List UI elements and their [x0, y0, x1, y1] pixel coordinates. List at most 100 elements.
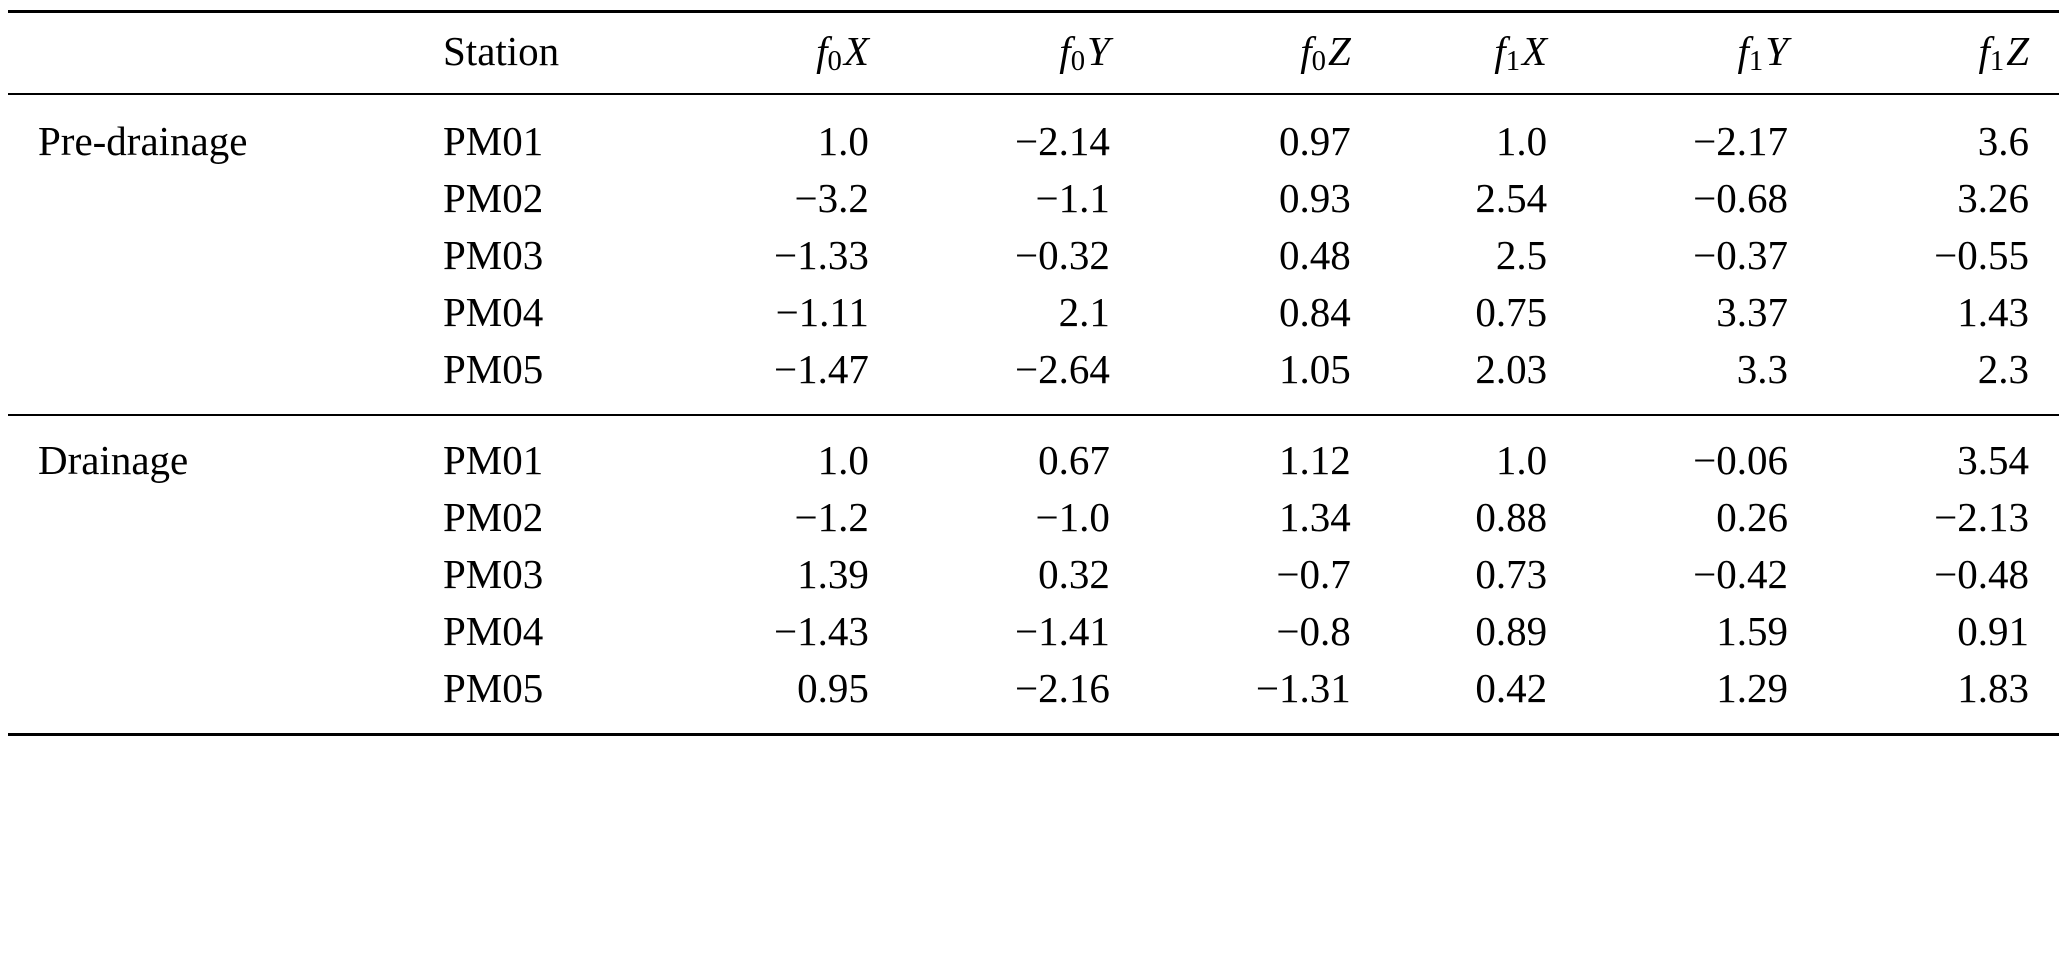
- value-cell: 0.89: [1475, 608, 1548, 654]
- value-cell: 0.95: [658, 660, 899, 736]
- value-cell: 3.3: [1736, 346, 1788, 392]
- f-subscript: 1: [1505, 45, 1521, 78]
- value-cell: −2.13: [1934, 494, 2029, 540]
- table-header: Station f0X f0Y f0Z f1X f1Y f1Z: [8, 10, 2059, 95]
- value-cell: 1.0: [658, 414, 899, 489]
- value-cell: 0.73: [1475, 551, 1548, 597]
- value-cell: −2.17: [1693, 118, 1788, 164]
- value-cell: 2.03: [1475, 346, 1548, 392]
- value-cell: 0.75: [1475, 289, 1548, 335]
- value-cell: 1.59: [1716, 608, 1788, 654]
- value-cell: 1.05: [1279, 346, 1351, 392]
- station-cell: PM04: [443, 608, 544, 654]
- value-cell: 0.91: [1957, 608, 2029, 654]
- f-symbol: f: [1978, 28, 1990, 74]
- value-cell: −1.0: [1035, 494, 1110, 540]
- table-row: PM02 −3.2 −1.1 0.93 2.54 −0.68 3.26: [8, 170, 2059, 227]
- value-cell: 0.26: [1716, 494, 1788, 540]
- f-symbol: f: [1059, 28, 1071, 74]
- axis-symbol: X: [1522, 28, 1548, 74]
- value-cell: −0.32: [1014, 232, 1110, 278]
- col-header-f0x: f0X: [658, 10, 899, 95]
- col-header-station: Station: [443, 10, 658, 95]
- value-cell: −1.11: [775, 289, 869, 335]
- station-cell: PM05: [443, 660, 658, 736]
- value-cell: 1.0: [1380, 414, 1578, 489]
- value-cell: 0.48: [1279, 232, 1351, 278]
- value-cell: 2.5: [1495, 232, 1548, 278]
- col-header-f1x: f1X: [1380, 10, 1578, 95]
- value-cell: 0.42: [1380, 660, 1578, 736]
- value-cell: 1.0: [817, 118, 869, 164]
- value-cell: 1.29: [1577, 660, 1818, 736]
- station-cell: PM03: [443, 551, 544, 597]
- f-subscript: 1: [1748, 45, 1764, 78]
- station-cell: PM03: [443, 232, 544, 278]
- value-cell: −3.2: [794, 175, 869, 221]
- station-cell: PM05: [443, 346, 544, 392]
- group-label: Drainage: [8, 414, 443, 736]
- f-subscript: 1: [1989, 45, 2005, 78]
- value-cell: −2.16: [898, 660, 1140, 736]
- table-row: PM05 −1.47 −2.64 1.05 2.03 3.3 2.3: [8, 341, 2059, 415]
- axis-symbol: Z: [2006, 28, 2029, 74]
- value-cell: −2.14: [1014, 118, 1110, 164]
- axis-symbol: Y: [1087, 28, 1110, 74]
- col-header-f1y: f1Y: [1577, 10, 1818, 95]
- value-cell: −0.55: [1934, 232, 2029, 278]
- f-subscript: 0: [827, 45, 842, 78]
- results-table: Station f0X f0Y f0Z f1X f1Y f1Z Pre-drai…: [8, 10, 2059, 736]
- value-cell: 1.0: [1495, 118, 1548, 164]
- value-cell: −1.1: [1035, 175, 1110, 221]
- value-cell: 1.34: [1279, 494, 1351, 540]
- value-cell: −0.7: [1276, 551, 1351, 597]
- value-cell: 3.6: [1977, 118, 2029, 164]
- group-pre-drainage: Pre-drainage PM01 1.0 −2.14 0.97 1.0 −2.…: [8, 94, 2059, 415]
- value-cell: −1.2: [794, 494, 869, 540]
- f-symbol: f: [1494, 28, 1506, 74]
- value-cell: −1.31: [1139, 660, 1381, 736]
- value-cell: −2.64: [1014, 346, 1110, 392]
- value-cell: −0.68: [1693, 175, 1788, 221]
- value-cell: 0.88: [1475, 494, 1548, 540]
- value-cell: 3.26: [1957, 175, 2029, 221]
- table-row: Drainage PM01 1.0 0.67 1.12 1.0 −0.06 3.…: [8, 414, 2059, 736]
- table-row: PM04 −1.43 −1.41 −0.8 0.89 1.59 0.91: [8, 603, 2059, 660]
- f-symbol: f: [1300, 28, 1312, 74]
- axis-symbol: Z: [1327, 28, 1351, 74]
- table-row: Pre-drainage PM01 1.0 −2.14 0.97 1.0 −2.…: [8, 94, 2059, 170]
- value-cell: 0.84: [1279, 289, 1351, 335]
- station-cell: PM02: [443, 175, 544, 221]
- f-symbol: f: [1737, 28, 1749, 74]
- f-subscript: 0: [1311, 45, 1326, 78]
- value-cell: −1.41: [1014, 608, 1110, 654]
- value-cell: 1.43: [1957, 289, 2029, 335]
- header-spacer: [8, 10, 443, 95]
- value-cell: 0.93: [1279, 175, 1351, 221]
- f-subscript: 0: [1070, 45, 1086, 78]
- value-cell: −1.33: [774, 232, 869, 278]
- value-cell: 0.97: [1279, 118, 1351, 164]
- table-row: PM04 −1.11 2.1 0.84 0.75 3.37 1.43: [8, 284, 2059, 341]
- f-symbol: f: [816, 28, 828, 74]
- value-cell: 1.12: [1139, 414, 1381, 489]
- station-cell: PM02: [443, 494, 544, 540]
- value-cell: 3.37: [1716, 289, 1788, 335]
- value-cell: −0.48: [1934, 551, 2029, 597]
- col-header-f0z: f0Z: [1139, 10, 1381, 95]
- table-row: PM05 0.95 −2.16 −1.31 0.42 1.29 1.83: [8, 660, 2059, 736]
- value-cell: −1.43: [774, 608, 869, 654]
- value-cell: 1.39: [797, 551, 869, 597]
- col-header-f0y: f0Y: [898, 10, 1140, 95]
- col-header-f1z: f1Z: [1818, 10, 2059, 95]
- value-cell: −0.37: [1693, 232, 1788, 278]
- value-cell: 3.54: [1818, 414, 2059, 489]
- station-cell: PM01: [443, 414, 658, 489]
- value-cell: 0.32: [1038, 551, 1110, 597]
- value-cell: −0.8: [1276, 608, 1351, 654]
- table-row: PM03 −1.33 −0.32 0.48 2.5 −0.37 −0.55: [8, 227, 2059, 284]
- value-cell: −0.42: [1693, 551, 1788, 597]
- header-row: Station f0X f0Y f0Z f1X f1Y f1Z: [8, 10, 2059, 95]
- value-cell: 2.3: [1977, 346, 2029, 392]
- table-row: PM02 −1.2 −1.0 1.34 0.88 0.26 −2.13: [8, 489, 2059, 546]
